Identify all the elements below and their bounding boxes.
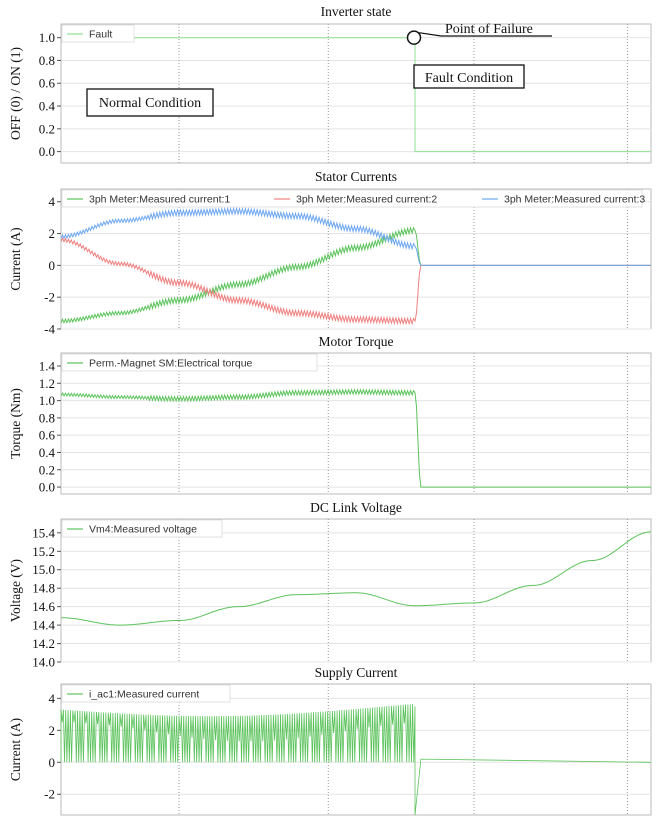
y-tick-label: 0.8 xyxy=(39,410,55,425)
y-tick-label: 14.2 xyxy=(32,636,55,651)
legend: i_ac1:Measured current xyxy=(61,684,231,703)
y-tick-label: 14.0 xyxy=(32,655,55,670)
legend-entry: i_ac1:Measured current xyxy=(89,689,199,701)
y-axis-label: Current (A) xyxy=(8,227,23,290)
legend-box xyxy=(61,24,135,43)
y-tick-label: 0.8 xyxy=(39,53,55,68)
panel-title: Inverter state xyxy=(321,4,392,19)
y-tick-label: 0.2 xyxy=(39,121,55,136)
series-line xyxy=(60,388,651,488)
y-tick-label: 1.0 xyxy=(39,393,55,408)
y-tick-label: 4 xyxy=(49,691,56,706)
y-tick-label: 1.2 xyxy=(39,376,55,391)
y-tick-label: 15.4 xyxy=(32,525,55,540)
normal-condition-box xyxy=(86,88,214,117)
normal-condition-label: Normal Condition xyxy=(99,96,201,111)
y-tick-label: 15.2 xyxy=(32,544,55,559)
y-tick-label: -4 xyxy=(44,322,55,337)
panel-title: Supply Current xyxy=(315,665,398,680)
legend-entry: 3ph Meter:Measured current:1 xyxy=(89,194,230,206)
legend-box xyxy=(61,189,643,208)
y-tick-label: -2 xyxy=(44,787,55,802)
panel-title: Motor Torque xyxy=(319,334,394,349)
panel-3: Motor Torque 0.0 0.2 0.4 0.6 0.8 1.0 1.2 1.4 Torq… xyxy=(8,334,652,495)
y-tick-label: 0.6 xyxy=(39,428,56,443)
y-tick-label: 1.0 xyxy=(39,30,55,45)
legend-entry: Vm4:Measured voltage xyxy=(89,524,197,536)
y-tick-label: 0.4 xyxy=(39,99,56,114)
legend-box xyxy=(61,519,223,538)
y-tick-label: 15.0 xyxy=(32,562,55,577)
plot-frame xyxy=(60,518,652,663)
y-axis-label: OFF (0) / ON (1) xyxy=(8,47,23,140)
legend-box xyxy=(61,353,318,372)
point-of-failure-label: Point of Failure xyxy=(445,22,533,37)
y-tick-label: 4 xyxy=(49,194,56,209)
y-tick-label: 1.4 xyxy=(39,358,56,373)
plot-frame xyxy=(60,352,652,495)
y-tick-label: 0.0 xyxy=(39,144,55,159)
panel-2: Stator Currents -4 -2 0 2 4 Current (A) 3ph Met… xyxy=(8,169,652,337)
series-line xyxy=(60,704,652,816)
y-tick-label: 0.2 xyxy=(39,462,55,477)
y-tick-label: 2 xyxy=(49,723,56,738)
legend-entry: Perm.-Magnet SM:Electrical torque xyxy=(89,358,253,370)
y-tick-label: 0.0 xyxy=(39,480,55,495)
y-tick-label: 14.8 xyxy=(32,581,55,596)
panel-4: DC Link Voltage 14.0 14.2 14.4 14.6 14.8 15.0 1… xyxy=(8,500,652,670)
y-tick-label: 0 xyxy=(49,755,56,770)
y-tick-label: 0 xyxy=(49,258,56,273)
y-axis-label: Voltage (V) xyxy=(8,559,23,622)
legend: Fault xyxy=(61,24,135,43)
legend: Vm4:Measured voltage xyxy=(61,519,223,538)
legend-entry: Fault xyxy=(89,29,112,41)
legend-box xyxy=(61,684,231,703)
legend-entry: 3ph Meter:Measured current:3 xyxy=(504,194,645,206)
y-axis-label: Current (A) xyxy=(8,718,23,781)
y-tick-label: 0.4 xyxy=(39,445,56,460)
y-tick-label: 14.6 xyxy=(32,599,55,614)
y-tick-label: 2 xyxy=(49,226,56,241)
failure-point-marker xyxy=(406,30,422,45)
series-line xyxy=(61,531,652,626)
fault-condition-label: Fault Condition xyxy=(425,71,513,86)
y-tick-label: 0.6 xyxy=(39,76,56,91)
series-line xyxy=(60,206,651,266)
panel-title: Stator Currents xyxy=(315,169,397,184)
panel-1: Inverter state 0.0 0.2 0.4 0.6 0.8 1.0 OFF (0) … xyxy=(8,4,652,164)
panel-5: Supply Current -2 0 2 4 Current (A) i_ac1:Meas… xyxy=(8,665,652,816)
legend: 3ph Meter:Measured current:1 3ph Meter:Me… xyxy=(61,189,645,208)
y-axis-label: Torque (Nm) xyxy=(8,388,23,459)
legend-entry: 3ph Meter:Measured current:2 xyxy=(296,194,437,206)
legend: Perm.-Magnet SM:Electrical torque xyxy=(61,353,318,372)
y-tick-label: -2 xyxy=(44,290,55,305)
panel-title: DC Link Voltage xyxy=(310,500,402,515)
failure-leader-line xyxy=(418,32,442,37)
annotations: Point of Failure Fault Condition Normal Co… xyxy=(86,22,552,117)
fault-condition-box xyxy=(413,64,525,89)
y-tick-label: 14.4 xyxy=(32,618,55,633)
series-line xyxy=(61,37,651,153)
